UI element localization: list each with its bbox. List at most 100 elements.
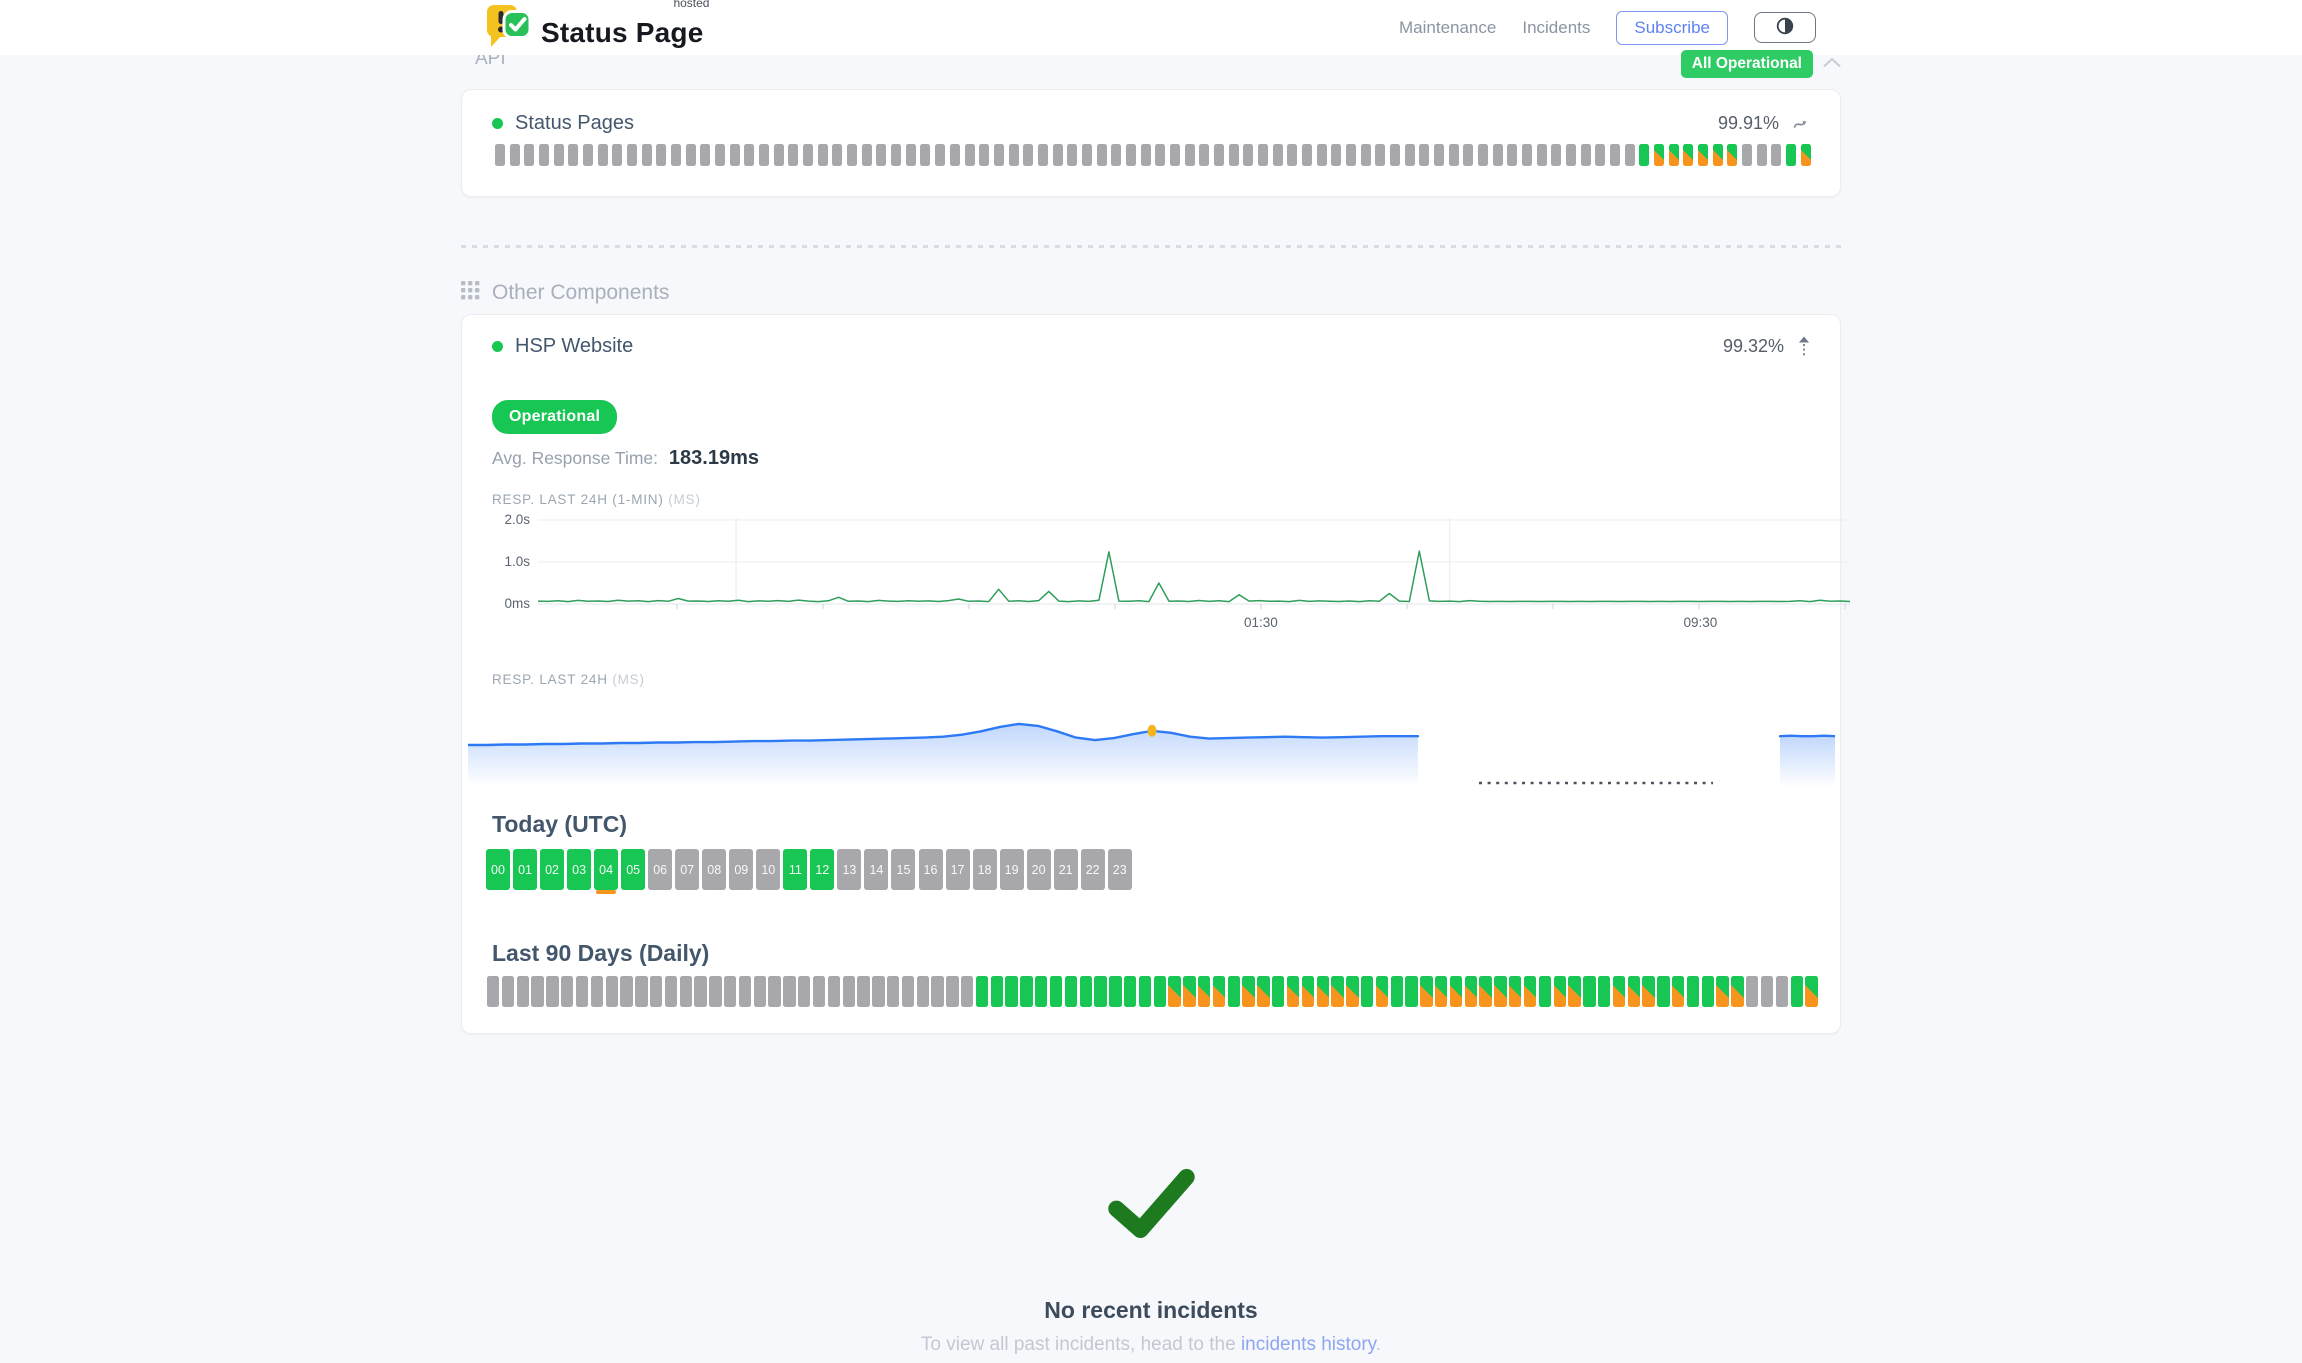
uptime-bar[interactable] xyxy=(1492,144,1503,166)
nav-maintenance[interactable]: Maintenance xyxy=(1399,17,1497,37)
uptime-bar[interactable] xyxy=(568,144,579,166)
uptime-bar[interactable] xyxy=(1331,144,1342,166)
uptime-bar[interactable] xyxy=(1023,144,1034,166)
uptime-bar[interactable] xyxy=(1037,144,1048,166)
daily-uptime-bar[interactable] xyxy=(1242,976,1255,1007)
chart-marker-dot[interactable] xyxy=(1147,724,1157,737)
daily-uptime-bar[interactable] xyxy=(1227,976,1241,1007)
daily-uptime-bar[interactable] xyxy=(1094,976,1107,1007)
uptime-bar[interactable] xyxy=(1228,144,1239,166)
daily-uptime-bar[interactable] xyxy=(1286,976,1300,1007)
daily-uptime-bar[interactable] xyxy=(1775,976,1789,1007)
daily-uptime-bar[interactable] xyxy=(798,976,811,1007)
daily-uptime-bar[interactable] xyxy=(1597,976,1611,1007)
uptime-bar[interactable] xyxy=(803,144,814,166)
uptime-bar[interactable] xyxy=(553,144,564,166)
daily-uptime-bar[interactable] xyxy=(1198,976,1211,1007)
hour-cell-05[interactable]: 05 xyxy=(621,849,646,890)
uptime-bar[interactable] xyxy=(1213,144,1224,166)
uptime-bar[interactable] xyxy=(1448,144,1459,166)
uptime-bar[interactable] xyxy=(729,144,740,166)
uptime-bar[interactable] xyxy=(1169,144,1180,166)
uptime-bar[interactable] xyxy=(509,144,520,166)
uptime-bar[interactable] xyxy=(1536,144,1547,166)
uptime-bar[interactable] xyxy=(1551,144,1562,166)
response-time-line-chart[interactable]: 2.0s 1.0s 0ms 01:30 09:30 xyxy=(492,512,1851,638)
hour-cell-19[interactable]: 19 xyxy=(999,849,1024,890)
daily-uptime-bar[interactable] xyxy=(1449,976,1463,1007)
daily-uptime-bar[interactable] xyxy=(1212,976,1226,1007)
uptime-bar[interactable] xyxy=(1096,144,1107,166)
uptime-bar[interactable] xyxy=(1463,144,1474,166)
daily-uptime-bar[interactable] xyxy=(664,976,678,1007)
uptime-bar[interactable] xyxy=(847,144,858,166)
uptime-bar[interactable] xyxy=(1610,144,1621,166)
daily-uptime-bar[interactable] xyxy=(605,976,618,1007)
uptime-bar[interactable] xyxy=(1257,144,1268,166)
uptime-bar[interactable] xyxy=(1184,144,1195,166)
uptime-bar[interactable] xyxy=(773,144,784,166)
daily-uptime-bar[interactable] xyxy=(649,976,663,1007)
trend-arrow-icon[interactable] xyxy=(1793,117,1810,131)
chevron-up-icon[interactable] xyxy=(1823,55,1841,73)
daily-uptime-bar[interactable] xyxy=(857,976,870,1007)
daily-uptime-bar[interactable] xyxy=(590,976,604,1007)
daily-uptime-bar[interactable] xyxy=(1612,976,1626,1007)
uptime-bar[interactable] xyxy=(744,144,755,166)
uptime-bar[interactable] xyxy=(1316,144,1327,166)
daily-uptime-bar[interactable] xyxy=(1805,976,1818,1007)
daily-uptime-bar[interactable] xyxy=(1701,976,1715,1007)
brand-logo[interactable]: Status Page hosted xyxy=(485,0,709,53)
hour-cell-15[interactable]: 15 xyxy=(891,849,916,890)
daily-uptime-bar[interactable] xyxy=(1760,976,1774,1007)
daily-uptime-bar[interactable] xyxy=(1420,976,1433,1007)
daily-uptime-bar[interactable] xyxy=(1020,976,1033,1007)
daily-uptime-bar[interactable] xyxy=(620,976,633,1007)
uptime-bar[interactable] xyxy=(964,144,975,166)
uptime-bar[interactable] xyxy=(685,144,696,166)
uptime-bar[interactable] xyxy=(1756,144,1767,166)
daily-uptime-bar[interactable] xyxy=(531,976,544,1007)
uptime-bar[interactable] xyxy=(700,144,711,166)
daily-uptime-bar[interactable] xyxy=(1035,976,1048,1007)
daily-uptime-bar[interactable] xyxy=(842,976,855,1007)
daily-uptime-bar[interactable] xyxy=(1464,976,1478,1007)
hour-cell-20[interactable]: 20 xyxy=(1026,849,1051,890)
daily-uptime-bar[interactable] xyxy=(1138,976,1152,1007)
uptime-bar[interactable] xyxy=(1639,144,1650,166)
uptime-bar[interactable] xyxy=(1434,144,1444,166)
uptime-bar[interactable] xyxy=(1566,144,1577,166)
uptime-bar[interactable] xyxy=(495,144,505,166)
daily-uptime-bar[interactable] xyxy=(1183,976,1196,1007)
daily-uptime-bar[interactable] xyxy=(1435,976,1448,1007)
daily-uptime-bar[interactable] xyxy=(1509,976,1522,1007)
daily-uptime-bar[interactable] xyxy=(1790,976,1803,1007)
daily-uptime-bar[interactable] xyxy=(1523,976,1537,1007)
hour-cell-18[interactable]: 18 xyxy=(972,849,997,890)
uptime-bar[interactable] xyxy=(627,144,638,166)
hour-cell-08[interactable]: 08 xyxy=(702,849,727,890)
daily-uptime-bar[interactable] xyxy=(738,976,752,1007)
uptime-bar[interactable] xyxy=(1683,144,1694,166)
daily-uptime-bar[interactable] xyxy=(1375,976,1389,1007)
daily-uptime-bar[interactable] xyxy=(1494,976,1507,1007)
daily-uptime-bar[interactable] xyxy=(1686,976,1700,1007)
uptime-bar[interactable] xyxy=(1389,144,1400,166)
daily-uptime-bar[interactable] xyxy=(1168,976,1181,1007)
daily-uptime-bar[interactable] xyxy=(1642,976,1655,1007)
uptime-bar[interactable] xyxy=(1478,144,1489,166)
daily-uptime-bar[interactable] xyxy=(1746,976,1759,1007)
uptime-bar[interactable] xyxy=(1404,144,1415,166)
uptime-bar[interactable] xyxy=(671,144,682,166)
up-arrow-icon[interactable] xyxy=(1798,336,1810,357)
daily-uptime-bar[interactable] xyxy=(783,976,796,1007)
hour-cell-16[interactable]: 16 xyxy=(918,849,943,890)
hour-cell-04[interactable]: 04 xyxy=(594,849,619,894)
uptime-bar[interactable] xyxy=(920,144,931,166)
hour-cell-14[interactable]: 14 xyxy=(864,849,889,890)
uptime-bar[interactable] xyxy=(1522,144,1533,166)
hour-cell-23[interactable]: 23 xyxy=(1107,849,1132,890)
hour-cell-02[interactable]: 02 xyxy=(540,849,565,890)
uptime-bar[interactable] xyxy=(715,144,726,166)
uptime-bar[interactable] xyxy=(1067,144,1078,166)
